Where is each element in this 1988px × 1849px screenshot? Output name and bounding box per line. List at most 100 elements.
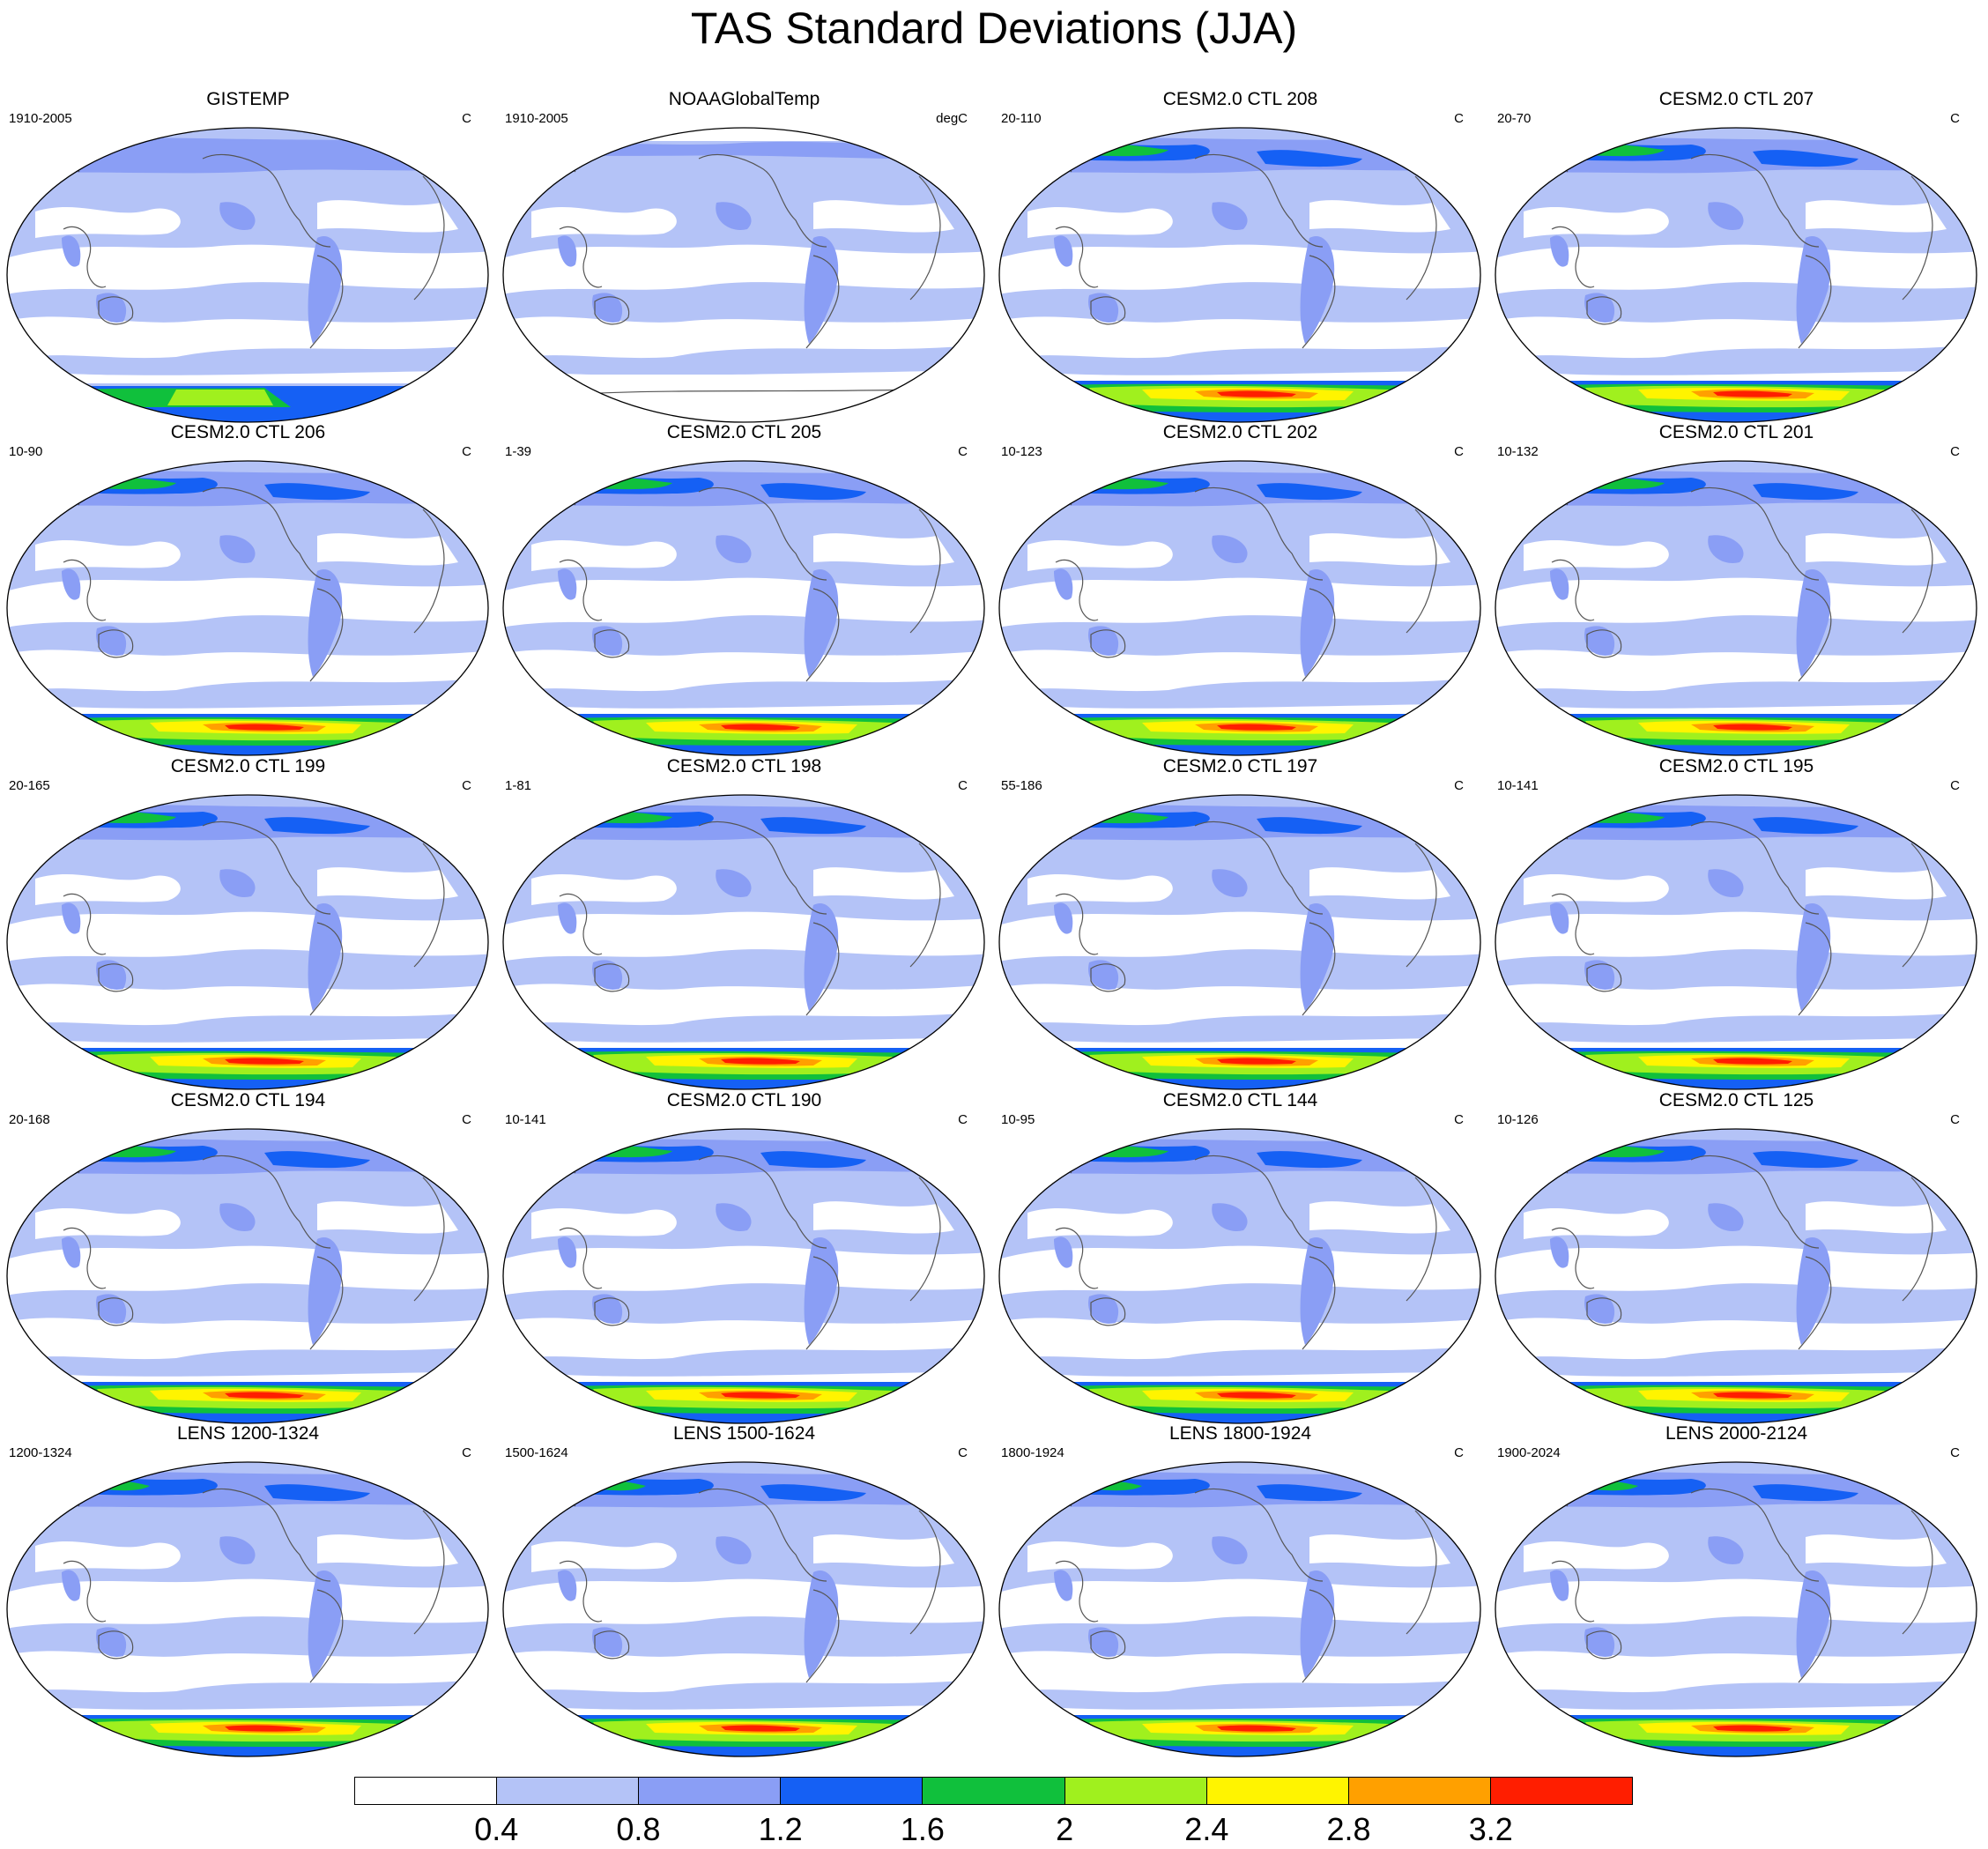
- contour-fill-below-0.4: [7, 577, 488, 628]
- coastline: [202, 153, 331, 248]
- contour-fill-below-0.4: [1495, 244, 1977, 295]
- contour-fill-below-0.4: [999, 911, 1480, 962]
- coastline: [1027, 825, 1072, 840]
- contour-fill-above-3.2: [721, 1392, 800, 1399]
- contour-fill-0.8-1.2: [999, 1471, 1480, 1509]
- contour-fill-1.2-1.6: [1257, 483, 1362, 501]
- contour-fill-0.8-1.2: [1495, 137, 1977, 175]
- coastline: [309, 588, 344, 682]
- map-panel: CESM2.0 CTL 206 10-90 C: [0, 421, 496, 756]
- contour-fill-below-0.4: [503, 1578, 984, 1630]
- contour-fill-2.0-2.4: [167, 390, 273, 405]
- coastline: [1027, 1492, 1072, 1507]
- coastline: [1902, 509, 1933, 634]
- coastline: [34, 491, 80, 506]
- map-container: [496, 439, 992, 761]
- contour-fill-0.8-1.2: [592, 1294, 623, 1324]
- contour-fill-below-0.4: [1524, 874, 1669, 905]
- contour-fill-below-0.4: [7, 1578, 488, 1630]
- contour-fill-0.8-1.2: [62, 902, 81, 934]
- contour-fill-below-0.4: [1524, 207, 1669, 238]
- coastline: [1523, 491, 1569, 506]
- contour-fill-0.8-1.2: [219, 869, 256, 897]
- contour-fill-below-0.4: [503, 1371, 984, 1385]
- map-panel: NOAAGlobalTemp 1910-2005 degC: [496, 88, 992, 423]
- coastline: [1302, 588, 1336, 682]
- contour-fill-below-0.4: [7, 1704, 488, 1718]
- contour-fill-0.8-1.2: [1495, 804, 1977, 842]
- contour-fill-0.8-1.2: [1054, 568, 1073, 600]
- panel-units-label: C: [462, 778, 471, 793]
- coastline: [909, 1177, 941, 1302]
- panel-units-label: C: [958, 778, 968, 793]
- contour-fill-0.8-1.2: [1212, 1536, 1248, 1564]
- panel-title: LENS 2000-2124: [1665, 1423, 1808, 1444]
- coastline: [1690, 1488, 1820, 1582]
- panel-title: CESM2.0 CTL 125: [1658, 1090, 1814, 1110]
- panel-period-label: 10-132: [1497, 444, 1539, 459]
- map-outline: [6, 127, 489, 423]
- contour-fill-below-0.4: [1495, 1371, 1977, 1385]
- colorbar-segment: [1348, 1778, 1491, 1804]
- contour-fill-below-0.4: [503, 316, 984, 361]
- contour-fill-0.8-1.2: [1088, 960, 1119, 990]
- map-panel: CESM2.0 CTL 197 55-186 C: [992, 755, 1488, 1090]
- coastline: [559, 559, 603, 621]
- map-panel: LENS 2000-2124 1900-2024 C: [1488, 1422, 1984, 1757]
- coastline: [98, 629, 134, 658]
- contour-fill-below-0.4: [7, 1037, 488, 1051]
- panel-units-label: C: [1454, 111, 1464, 126]
- contour-fill-below-0.4: [7, 703, 488, 717]
- coastline: [1055, 226, 1099, 288]
- panel-units-label: C: [958, 444, 968, 459]
- contour-fill-0.8-1.2: [96, 960, 127, 990]
- contour-fill-1.2-1.6: [760, 483, 866, 501]
- panel-title: CESM2.0 CTL 206: [170, 422, 326, 442]
- coastline: [413, 843, 445, 968]
- contour-fill-0.8-1.2: [716, 202, 752, 230]
- page-title: TAS Standard Deviations (JJA): [690, 4, 1298, 53]
- panel-title: CESM2.0 CTL 190: [666, 1090, 822, 1110]
- map-outline: [998, 460, 1481, 756]
- world-map: [998, 1128, 1481, 1424]
- contour-fill-below-0.4: [7, 911, 488, 962]
- coastline: [1551, 226, 1595, 288]
- coastline: [530, 158, 576, 173]
- contour-fill-0.8-1.2: [999, 1138, 1480, 1176]
- coastline: [1551, 1227, 1595, 1289]
- contour-fill-below-0.4: [7, 244, 488, 295]
- map-outline: [998, 1128, 1481, 1424]
- contour-fill-above-3.2: [1713, 390, 1792, 397]
- coastline: [698, 153, 827, 248]
- contour-fill-0.8-1.2: [503, 1471, 984, 1509]
- contour-fill-0.8-1.2: [1550, 902, 1569, 934]
- contour-fill-below-0.4: [35, 874, 181, 905]
- contour-fill-below-0.4: [813, 1201, 954, 1234]
- map-container: [0, 1440, 496, 1762]
- map-panel: LENS 1800-1924 1800-1924 C: [992, 1422, 1488, 1757]
- colorbar-tick-label: 1.6: [900, 1811, 945, 1847]
- coastline: [1523, 158, 1569, 173]
- coastline: [594, 629, 630, 658]
- map-panel: CESM2.0 CTL 144 10-95 C: [992, 1089, 1488, 1424]
- contour-fill-1.2-1.6: [1257, 1151, 1362, 1169]
- contour-fill-below-0.4: [1495, 1704, 1977, 1718]
- contour-fill-below-0.4: [503, 128, 984, 141]
- contour-fill-below-0.4: [813, 867, 954, 900]
- contour-fill-below-0.4: [1309, 533, 1450, 566]
- panel-units-label: C: [958, 1445, 968, 1460]
- colorbar-segment: [639, 1778, 782, 1804]
- panel-units-label: C: [462, 1445, 471, 1460]
- panel-period-label: 1200-1324: [9, 1445, 72, 1460]
- coastline: [805, 922, 840, 1016]
- contour-fill-1.2-1.6: [760, 817, 866, 835]
- colorbar-segment: [497, 1778, 640, 1804]
- coastline: [1090, 1297, 1126, 1326]
- contour-fill-above-3.2: [1217, 1392, 1296, 1399]
- panel-units-label: C: [1950, 1112, 1960, 1127]
- contour-fill-0.8-1.2: [62, 568, 81, 600]
- panel-period-label: 10-123: [1001, 444, 1042, 459]
- contour-fill-0.8-1.2: [1584, 1627, 1615, 1657]
- contour-fill-above-3.2: [1217, 724, 1296, 731]
- colorbar-tick-label: 0.8: [616, 1811, 661, 1847]
